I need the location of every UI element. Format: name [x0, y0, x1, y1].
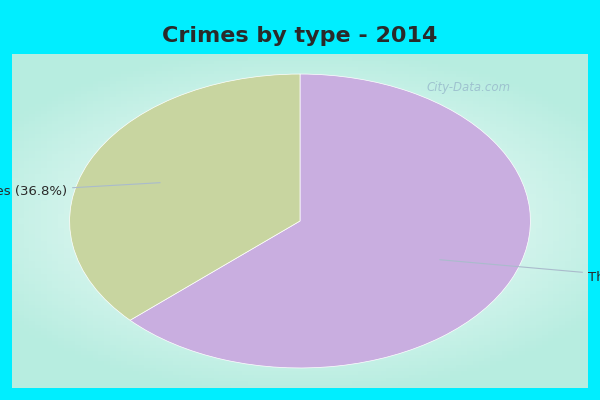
- Text: Thefts (63.2%): Thefts (63.2%): [440, 260, 600, 284]
- Wedge shape: [130, 74, 530, 368]
- Wedge shape: [70, 74, 300, 320]
- Text: Crimes by type - 2014: Crimes by type - 2014: [163, 26, 437, 46]
- Text: City-Data.com: City-Data.com: [427, 81, 511, 94]
- Text: Burglaries (36.8%): Burglaries (36.8%): [0, 183, 160, 198]
